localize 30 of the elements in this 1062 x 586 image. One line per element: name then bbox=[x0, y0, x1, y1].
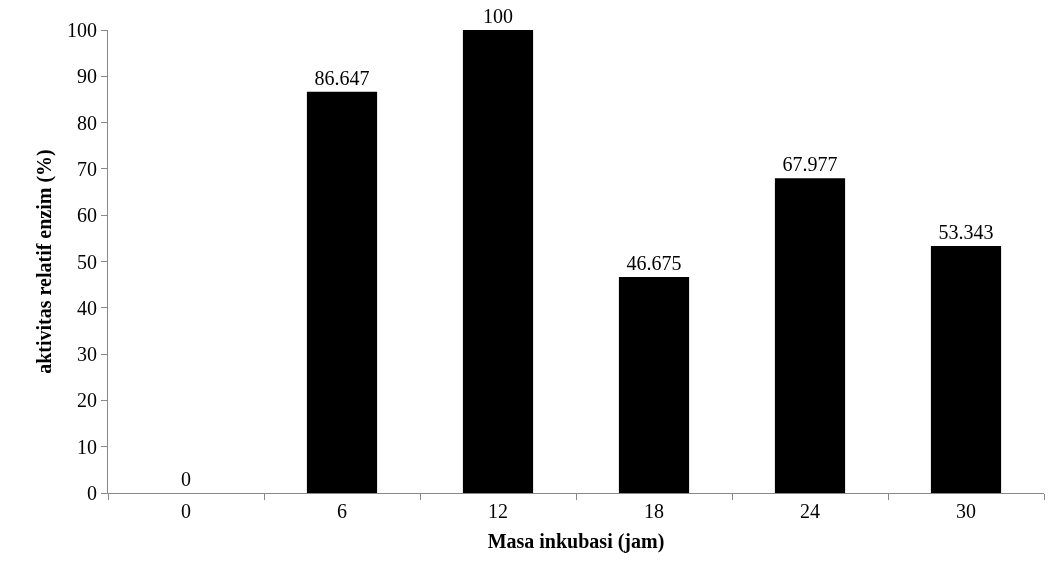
data-label: 67.977 bbox=[782, 153, 838, 176]
bar bbox=[774, 178, 846, 493]
x-tick-label: 0 bbox=[181, 500, 191, 522]
data-label: 46.675 bbox=[626, 251, 682, 274]
y-tick-label: 60 bbox=[77, 204, 97, 227]
y-tick-label: 100 bbox=[67, 19, 97, 41]
x-tick-label: 24 bbox=[800, 500, 820, 522]
y-tick-label: 50 bbox=[77, 250, 97, 273]
data-label: 86.647 bbox=[314, 66, 370, 89]
x-tick-label: 18 bbox=[644, 500, 664, 522]
y-tick-label: 10 bbox=[77, 435, 97, 458]
data-label: 100 bbox=[483, 5, 513, 27]
y-tick-label: 0 bbox=[87, 482, 97, 504]
y-tick-label: 80 bbox=[77, 111, 97, 134]
bar bbox=[462, 30, 534, 493]
data-label: 53.343 bbox=[938, 221, 994, 244]
x-axis-title: Masa inkubasi (jam) bbox=[487, 529, 665, 553]
bar bbox=[306, 91, 378, 493]
y-tick-label: 70 bbox=[77, 157, 97, 180]
y-axis-title: aktivitas relatif enzim (%) bbox=[32, 149, 56, 374]
bar bbox=[618, 276, 690, 493]
data-label: 0 bbox=[181, 468, 191, 490]
y-tick-label: 90 bbox=[77, 65, 97, 88]
x-tick-label: 30 bbox=[956, 500, 976, 522]
y-tick-label: 40 bbox=[77, 296, 97, 319]
bar bbox=[930, 246, 1002, 493]
y-tick-label: 30 bbox=[77, 343, 97, 366]
x-tick-label: 6 bbox=[337, 500, 347, 522]
y-tick-label: 20 bbox=[77, 389, 97, 412]
x-tick-label: 12 bbox=[488, 500, 508, 522]
